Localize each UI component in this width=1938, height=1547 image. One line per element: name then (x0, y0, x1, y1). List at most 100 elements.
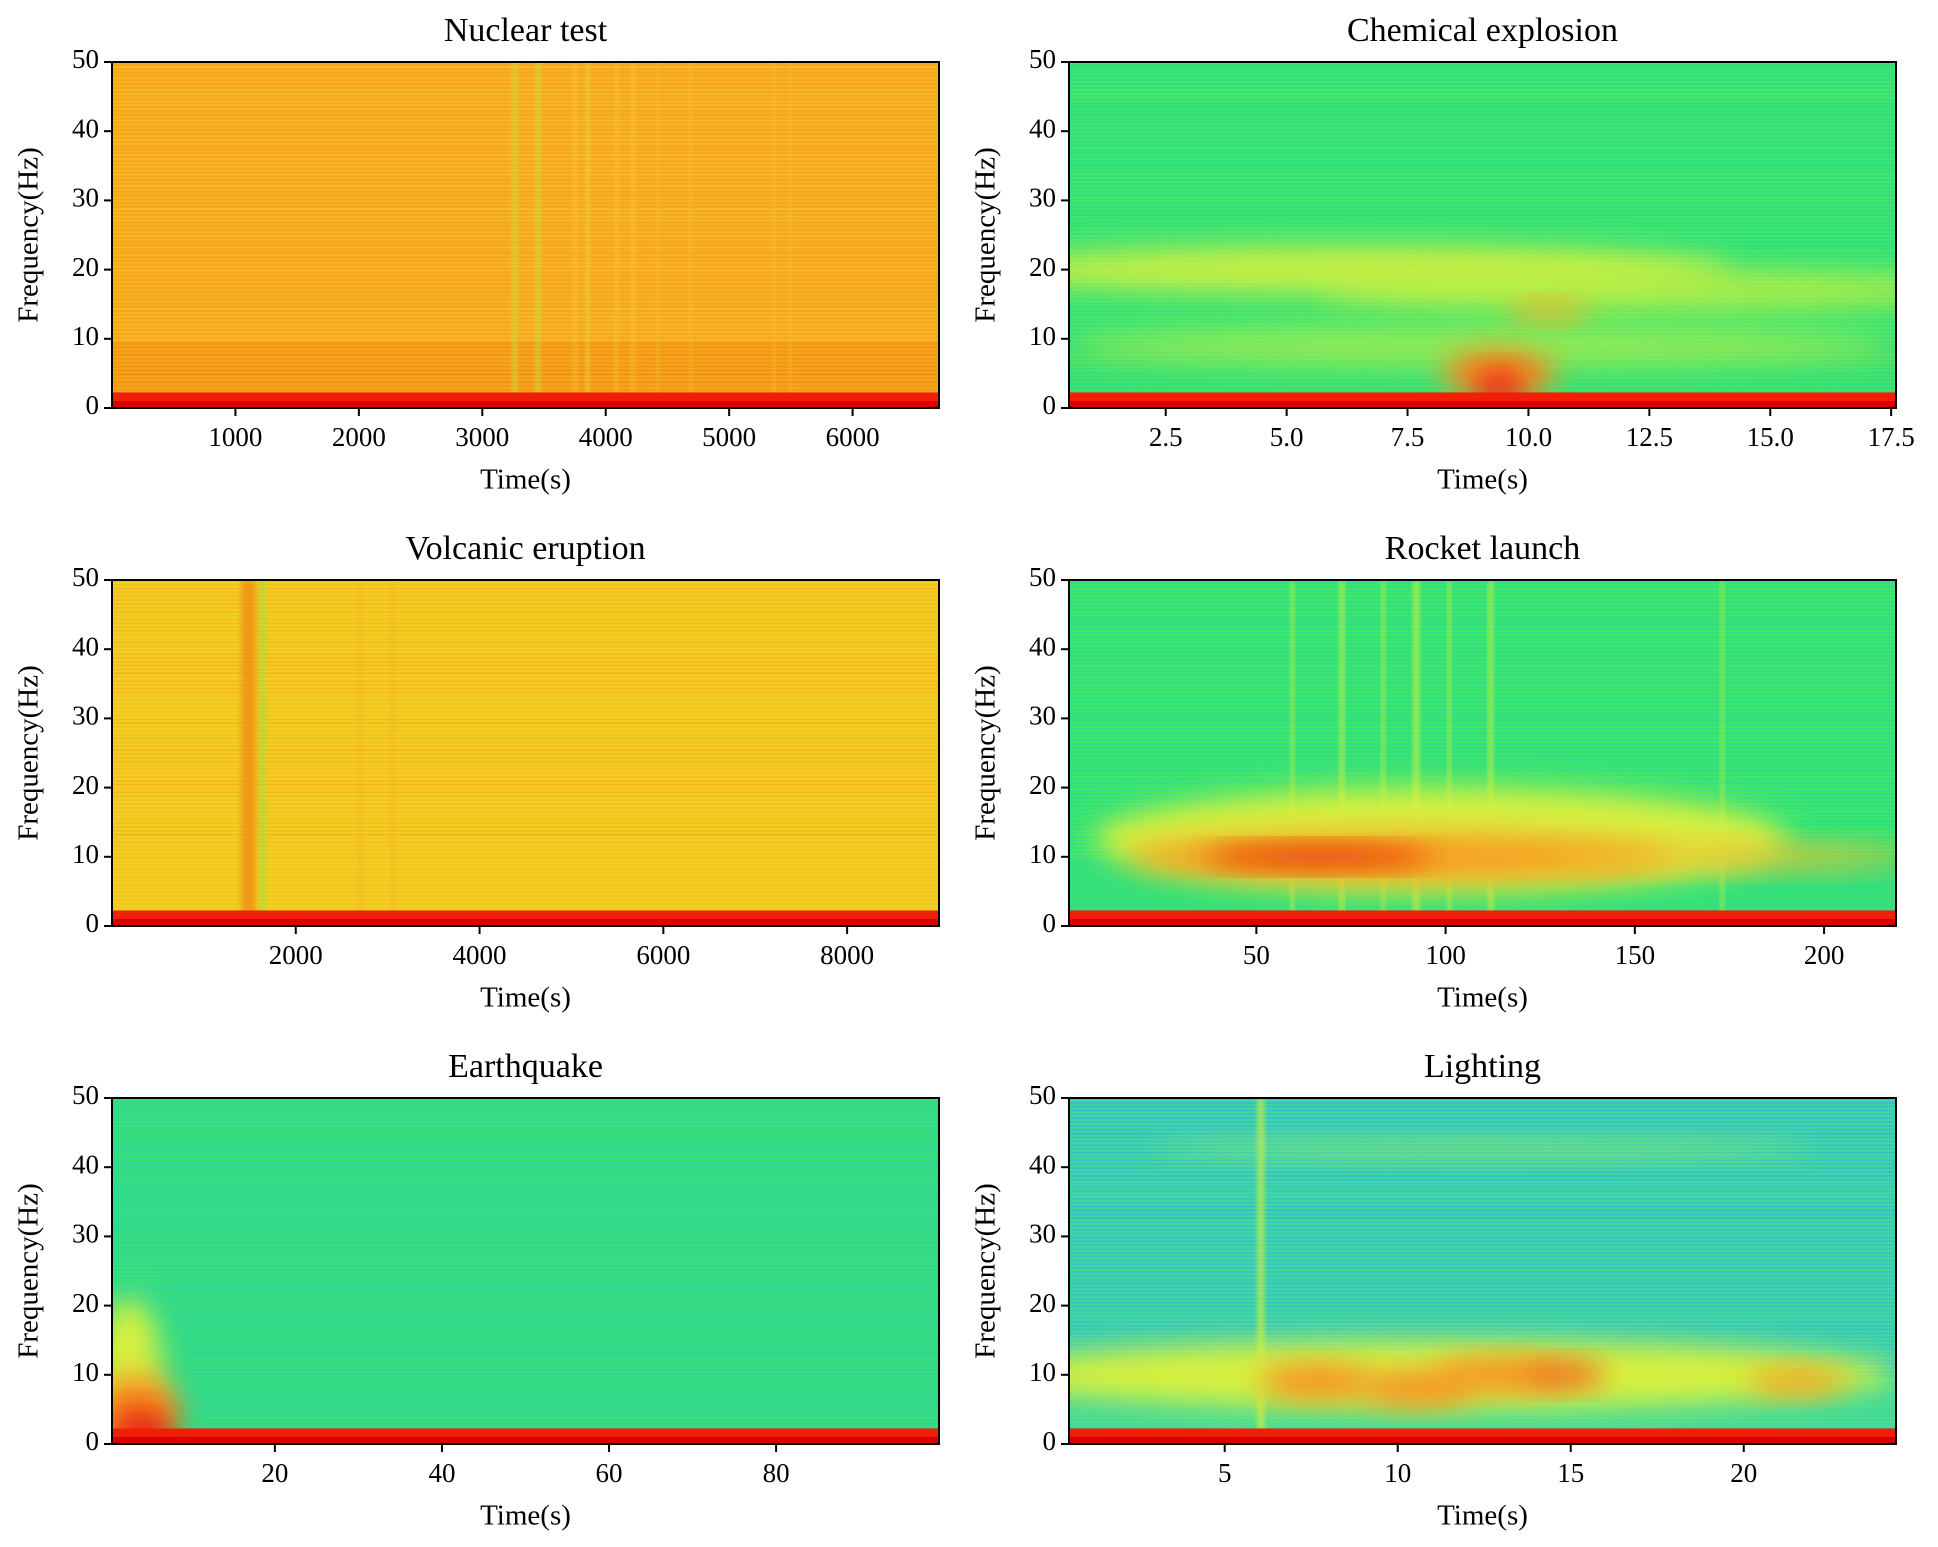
spectrogram-band (1069, 641, 1896, 644)
spectrogram-band (1069, 323, 1896, 326)
spectrogram-band (112, 733, 939, 736)
spectrogram-streak (1447, 580, 1451, 926)
spectrogram-streak (391, 580, 395, 926)
spectrogram-band (1069, 96, 1896, 99)
spectrogram-band (112, 381, 939, 384)
spectrogram-band (112, 741, 939, 744)
y-tick-label: 30 (72, 1219, 99, 1249)
spectrogram-band (112, 227, 939, 230)
spectrogram-band (1069, 591, 1896, 594)
spectrogram-band (112, 783, 939, 786)
spectrogram-band (112, 1174, 939, 1177)
spectrogram-band (1069, 768, 1896, 771)
spectrogram-band (1069, 683, 1896, 686)
spectrogram-band (112, 104, 939, 107)
spectrogram-band (112, 1117, 939, 1120)
y-tick-label: 10 (1029, 321, 1056, 351)
spectrogram-band (1069, 123, 1896, 126)
spectrogram-band (112, 238, 939, 241)
spectrogram-band (1069, 238, 1896, 241)
y-tick-label: 10 (1029, 839, 1056, 869)
x-tick-label: 6000 (636, 940, 690, 970)
spectrogram-band (112, 1397, 939, 1400)
spectrogram-band (112, 281, 939, 284)
spectrogram-band (112, 1278, 939, 1281)
y-tick-label: 30 (1029, 183, 1056, 213)
spectrogram-band (112, 1194, 939, 1197)
spectrogram-band (112, 211, 939, 214)
spectrogram-band (112, 1271, 939, 1273)
spectrogram-band (1069, 1228, 1896, 1231)
spectrogram-band (112, 204, 939, 207)
spectrogram-band (112, 1209, 939, 1212)
spectrogram-band (1069, 196, 1896, 199)
spectrogram-band (1069, 315, 1896, 318)
spectrogram-band (1069, 891, 1896, 894)
spectrogram-band (1069, 633, 1896, 636)
spectrogram-band (1069, 583, 1896, 586)
y-tick-label: 30 (72, 701, 99, 731)
spectrogram-band (112, 161, 939, 164)
spectrogram-band (112, 1101, 939, 1104)
spectrogram-band (112, 384, 939, 387)
spectrogram-band (1069, 1128, 1896, 1131)
spectrogram-band (112, 629, 939, 632)
spectrogram-band (112, 1282, 939, 1285)
subplot-title: Chemical explosion (1347, 12, 1618, 49)
spectrogram-band (112, 331, 939, 334)
spectrogram-band (112, 304, 939, 307)
spectrogram-band (112, 802, 939, 805)
spectrogram-band (112, 1370, 939, 1373)
spectrogram-band (1069, 1136, 1896, 1139)
y-tick-label: 40 (72, 631, 99, 661)
spectrogram-band (1069, 1178, 1896, 1181)
x-tick-label: 5 (1218, 1458, 1232, 1488)
spectrogram-band (112, 1171, 939, 1173)
spectrogram-band (1069, 776, 1896, 778)
spectrogram-band (112, 1309, 939, 1312)
spectrogram-band (112, 92, 939, 95)
spectrogram-band (112, 872, 939, 875)
spectrogram-band (1069, 745, 1896, 748)
spectrogram-band (1069, 146, 1896, 149)
spectrogram-band (1069, 1305, 1896, 1308)
spectrogram-band (1069, 726, 1896, 729)
spectrogram-band (112, 1224, 939, 1227)
spectrogram-band (112, 768, 939, 771)
spectrogram-band (112, 192, 939, 195)
spectrogram-band (112, 826, 939, 828)
spectrogram-band (1069, 760, 1896, 763)
axes-frame (111, 579, 940, 927)
spectrogram-band (1069, 204, 1896, 207)
spectrogram-band (112, 338, 939, 341)
spectrogram-band (1069, 1420, 1896, 1423)
y-axis-label: Frequency(Hz) (970, 665, 1002, 841)
y-tick-label: 50 (72, 1080, 99, 1110)
spectrogram-band (1069, 599, 1896, 602)
spectrogram-band (112, 1213, 939, 1216)
spectrogram-streak (260, 580, 266, 926)
y-tick-label: 30 (72, 183, 99, 213)
spectrogram-band (112, 614, 939, 617)
spectrogram-band (112, 1251, 939, 1254)
spectrogram-band (112, 258, 939, 260)
spectrogram-band (112, 250, 939, 253)
x-tick-label: 8000 (820, 940, 874, 970)
spectrogram-band (1069, 1417, 1896, 1420)
y-tick-label: 0 (1043, 908, 1057, 938)
spectrogram-band (112, 219, 939, 222)
spectrogram-blob (1523, 1360, 1607, 1389)
x-tick-label: 2000 (332, 422, 386, 452)
spectrogram-band (1069, 1124, 1896, 1127)
spectrogram-band (1069, 1224, 1896, 1227)
y-tick-label: 20 (72, 252, 99, 282)
spectrogram-band (1069, 181, 1896, 184)
spectrogram-blob (1432, 1357, 1566, 1393)
x-tick-label: 100 (1425, 940, 1466, 970)
spectrogram-band (112, 864, 939, 867)
spectrogram-band (112, 749, 939, 752)
spectrogram-band (112, 242, 939, 245)
spectrogram-band (112, 1294, 939, 1296)
x-axis-label: Time(s) (480, 1500, 571, 1532)
